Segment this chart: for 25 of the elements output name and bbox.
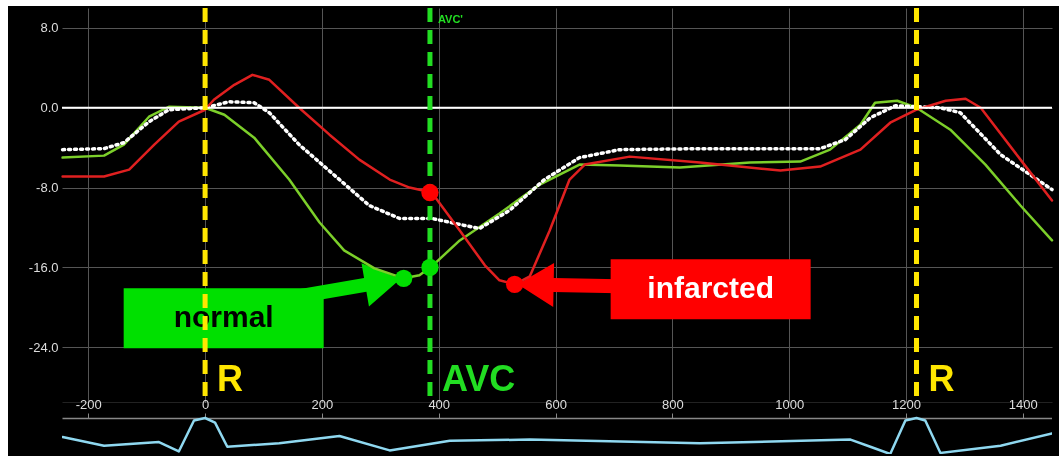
x-tick-label: 800 [662,396,684,412]
point [395,269,413,287]
annotation: infarcted [647,271,775,305]
x-tick-label: -200 [75,396,102,412]
point [421,258,439,276]
annotation: AVC' [437,13,464,25]
line-series [60,100,1054,231]
point [505,275,524,293]
ref-line-label: R [217,358,244,399]
x-tick-label: 1200 [892,396,921,412]
y-tick-label: 0.0 [40,100,59,116]
y-tick-label: 8.0 [40,20,59,36]
annotation: normal [173,300,274,334]
x-tick-label: 0 [201,396,210,412]
point [421,183,439,202]
x-tick-label: 600 [545,396,567,412]
y-tick-label: -16.0 [28,259,59,275]
y-tick-label: -24.0 [28,339,59,355]
x-tick-label: 400 [428,396,451,412]
x-tick-label: 1400 [1008,396,1038,412]
ref-line-label: R [928,358,955,399]
y-tick-label: -8.0 [36,180,59,196]
x-tick-label: 200 [311,396,334,412]
x-tick-label: 1000 [775,396,805,412]
ref-line-label: AVC [441,358,516,399]
